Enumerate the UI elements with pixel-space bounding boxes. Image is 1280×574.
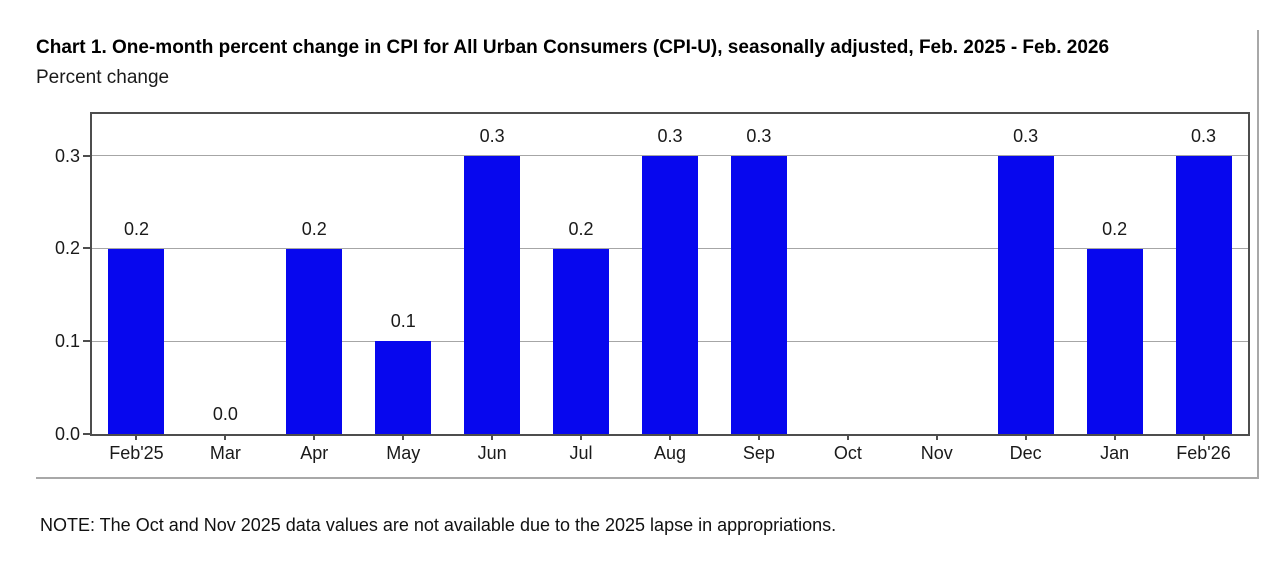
x-tick-label-aug: Aug: [653, 443, 687, 463]
bar-value-label: 0.3: [479, 125, 505, 146]
x-tick-mark: [757, 436, 760, 440]
y-tick-mark: [83, 340, 90, 343]
bar-value-label: 0.2: [1102, 218, 1128, 239]
x-tick-mark: [846, 436, 849, 440]
bar-dec: [997, 155, 1054, 434]
x-tick-label-jul: Jul: [569, 443, 593, 463]
y-tick-mark: [83, 154, 90, 157]
cpi-chart-figure: Chart 1. One-month percent change in CPI…: [36, 30, 1259, 479]
x-tick-label-nov: Nov: [920, 443, 953, 463]
bar-value-label: 0.2: [568, 218, 594, 239]
bar-value-label: 0.2: [123, 218, 149, 239]
x-tick-mark: [1024, 436, 1027, 440]
bar-apr: [286, 248, 343, 434]
x-tick-label-jun: Jun: [477, 443, 507, 463]
y-tick-mark: [83, 247, 90, 250]
y-tick-label: 0.2: [54, 238, 80, 259]
bar-value-label: 0.2: [301, 218, 327, 239]
x-tick-label-feb26: Feb'26: [1176, 443, 1231, 463]
y-axis-unit-label: Percent change: [36, 67, 170, 88]
chart-title: Chart 1. One-month percent change in CPI…: [36, 37, 1110, 58]
bar-jun: [464, 155, 521, 434]
bar-feb26: [1175, 155, 1232, 434]
bar-value-label: 0.1: [390, 311, 416, 332]
x-tick-mark: [1202, 436, 1205, 440]
bar-value-label: 0.3: [746, 125, 772, 146]
bar-value-label: 0.3: [1013, 125, 1039, 146]
x-tick-label-mar: Mar: [209, 443, 241, 463]
x-tick-label-apr: Apr: [300, 443, 329, 463]
x-tick-label-dec: Dec: [1009, 443, 1042, 463]
x-tick-mark: [935, 436, 938, 440]
x-tick-mark: [1113, 436, 1116, 440]
x-tick-mark: [313, 436, 316, 440]
x-tick-mark: [580, 436, 583, 440]
x-tick-label-feb25: Feb'25: [109, 443, 164, 463]
bar-sep: [730, 155, 787, 434]
x-tick-label-jan: Jan: [1100, 443, 1130, 463]
bar-jan: [1086, 248, 1143, 434]
note-text: NOTE: The Oct and Nov 2025 data values a…: [40, 515, 837, 535]
x-tick-label-may: May: [386, 443, 421, 463]
plot-area: 0.2 0.0 0.2 0.1 0.3 0.2 0.3 0.3 0.3 0.2 0.3: [90, 112, 1250, 436]
x-tick-mark: [224, 436, 227, 440]
y-tick-mark: [83, 433, 90, 435]
x-tick-mark: [669, 436, 671, 440]
y-tick-label: 0.0: [54, 424, 80, 444]
bar-may: [375, 341, 432, 434]
bar-jul: [553, 248, 610, 434]
x-tick-mark: [491, 436, 494, 440]
x-tick-mark: [402, 436, 405, 440]
x-tick-label-oct: Oct: [833, 443, 862, 463]
y-tick-label: 0.1: [54, 331, 80, 352]
bar-value-label: 0.0: [212, 404, 238, 424]
x-tick-label-sep: Sep: [742, 443, 775, 463]
bar-aug: [642, 155, 698, 434]
y-tick-label: 0.3: [54, 145, 80, 166]
bar-value-label: 0.3: [657, 125, 683, 146]
x-tick-mark: [135, 436, 138, 440]
bar-feb25: [108, 248, 165, 434]
bar-value-label: 0.3: [1191, 125, 1217, 146]
